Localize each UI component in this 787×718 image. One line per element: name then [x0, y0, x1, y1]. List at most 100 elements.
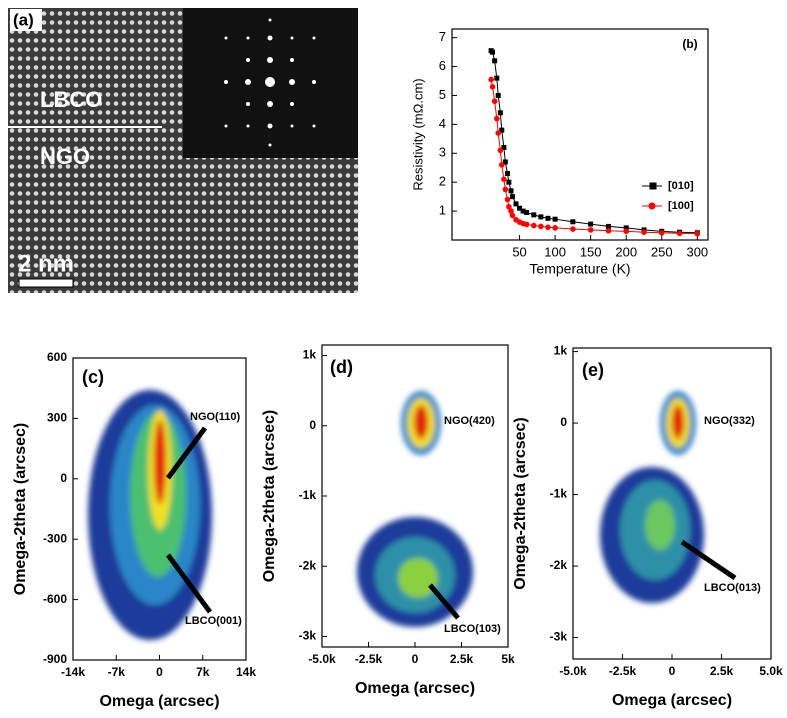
data-point — [495, 92, 501, 98]
x-tick-label: 14k — [236, 665, 256, 679]
data-point — [497, 147, 504, 154]
x-tick-label: -2.5k — [609, 664, 637, 678]
x-tick-label: 300 — [686, 244, 708, 259]
data-point — [552, 216, 558, 222]
panel-label: (c) — [82, 367, 104, 387]
data-point — [523, 221, 530, 228]
data-point — [501, 176, 507, 183]
y-axis-label: Omega-2theta (arcsec) — [261, 410, 278, 583]
x-tick-label: 100 — [544, 244, 566, 259]
y-tick-label: 300 — [47, 411, 67, 425]
data-point — [488, 76, 494, 83]
data-point — [509, 212, 516, 219]
data-point — [501, 145, 507, 151]
legend-label: [100] — [668, 200, 694, 212]
annotation: LBCO(013) — [704, 582, 761, 594]
data-point — [502, 159, 508, 165]
data-point — [676, 230, 683, 237]
layer-label: NGO — [40, 144, 90, 169]
y-axis-label: Omega-2theta (arcsec) — [512, 417, 529, 590]
data-point — [489, 84, 496, 90]
data-point — [517, 205, 523, 211]
data-point — [588, 221, 594, 227]
series-line — [490, 50, 698, 234]
data-point — [508, 208, 514, 214]
y-tick-label: -300 — [43, 531, 67, 545]
panel-label: (d) — [330, 357, 353, 377]
data-point — [513, 201, 519, 207]
data-point — [494, 75, 500, 81]
data-point — [497, 110, 503, 116]
data-point — [524, 210, 530, 216]
x-tick-label: -14k — [61, 665, 85, 679]
x-axis-label: Omega (arcsec) — [355, 680, 475, 697]
data-point — [623, 225, 629, 231]
y-tick-label: 0 — [60, 471, 67, 485]
data-point — [509, 194, 515, 200]
data-point — [570, 219, 576, 225]
data-point — [538, 214, 544, 220]
annotation: NGO(110) — [190, 411, 240, 423]
x-axis-label: Omega (arcsec) — [612, 692, 732, 709]
panel-label: (a) — [13, 10, 34, 29]
annotation: LBCO(001) — [185, 615, 242, 627]
data-point — [641, 229, 647, 235]
scale-bar-label: 2 nm — [18, 250, 74, 277]
data-point — [491, 98, 498, 105]
y-tick-label: -1k — [550, 487, 568, 501]
data-point — [531, 212, 537, 218]
y-tick-label: 1k — [303, 348, 317, 362]
y-tick-label: 600 — [47, 350, 67, 364]
x-tick-label: 250 — [651, 244, 673, 259]
map-blobs — [88, 390, 704, 640]
y-tick-label: 7 — [439, 29, 446, 44]
x-tick-label: 2.5k — [450, 652, 474, 666]
legend-label: [010] — [668, 180, 694, 192]
data-point — [494, 115, 500, 122]
data-point — [545, 215, 551, 221]
x-tick-label: -7k — [108, 665, 126, 679]
plot-frame — [451, 28, 709, 241]
y-tick-label: -3k — [550, 630, 568, 644]
y-tick-label: 6 — [439, 58, 446, 73]
x-tick-label: 0 — [669, 664, 676, 678]
y-tick-label: -2k — [550, 558, 568, 572]
data-point — [552, 225, 558, 231]
data-point — [504, 171, 510, 177]
data-point — [499, 127, 505, 133]
data-point — [605, 223, 611, 229]
panel-label: (b) — [682, 37, 697, 51]
data-point — [538, 223, 544, 230]
annotation: NGO(420) — [444, 415, 495, 427]
x-tick-label: 5.0k — [759, 664, 783, 678]
y-tick-label: 5 — [439, 87, 446, 102]
data-point — [520, 208, 526, 214]
diffraction-spots — [224, 18, 316, 147]
x-tick-label: 0 — [156, 665, 163, 679]
data-point — [492, 58, 498, 64]
data-point — [545, 224, 551, 231]
data-point — [495, 130, 502, 136]
y-tick-label: -1k — [299, 488, 317, 502]
y-tick-label: 1k — [554, 344, 568, 358]
y-tick-label: 0 — [560, 415, 567, 429]
data-point — [498, 162, 505, 168]
y-tick-label: 4 — [439, 116, 446, 131]
data-point — [506, 179, 512, 185]
annotation: NGO(332) — [704, 415, 755, 427]
x-tick-label: 2.5k — [710, 664, 734, 678]
x-tick-label: -5.0k — [559, 664, 587, 678]
y-tick-label: -600 — [43, 592, 67, 606]
y-tick-label: 3 — [439, 145, 446, 160]
x-tick-label: 150 — [580, 244, 602, 259]
x-tick-label: 200 — [615, 244, 637, 259]
y-tick-label: 1 — [439, 203, 446, 218]
data-point — [587, 227, 594, 233]
tem-panel: (a) LBCO NGO 2 nm — [8, 8, 358, 293]
label-box — [10, 9, 42, 31]
data-point — [506, 203, 512, 210]
annotation-arrows — [165, 426, 737, 620]
y-axis-label: Resistivity (mΩ.cm) — [410, 78, 425, 190]
